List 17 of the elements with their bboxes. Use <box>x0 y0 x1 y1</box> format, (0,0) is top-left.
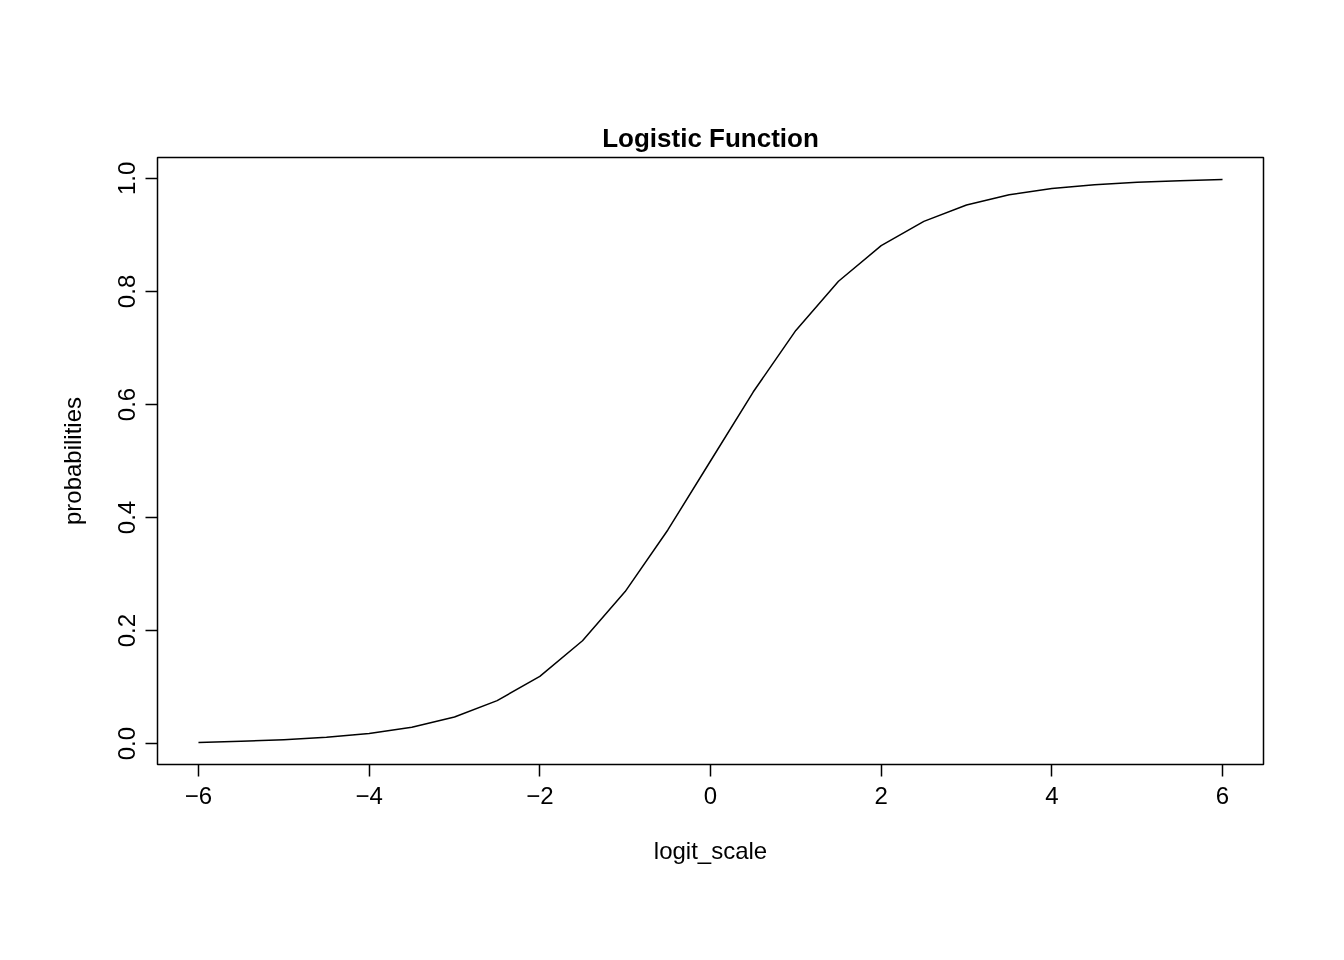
y-tick-label: 0.8 <box>113 274 141 309</box>
x-tick-label: 6 <box>1215 781 1230 809</box>
x-tick-label: −2 <box>526 781 554 809</box>
line-series <box>197 178 1224 744</box>
y-tick-label: 0.2 <box>113 613 141 648</box>
y-tick-label: 0.0 <box>113 726 141 761</box>
x-tick-label: 4 <box>1045 781 1059 809</box>
y-tick-label: 1.0 <box>113 161 141 196</box>
x-tick-label: −6 <box>184 781 213 809</box>
x-tick-label: −4 <box>355 781 383 809</box>
y-tick-label: 0.6 <box>113 387 141 422</box>
x-tick-label: 0 <box>703 781 718 809</box>
y-tick-label: 0.4 <box>113 500 141 535</box>
x-tick-label: 2 <box>874 781 888 809</box>
chart-title: Logistic Function <box>602 122 819 153</box>
y-axis-title: probabilities <box>58 396 86 526</box>
x-axis-title: logit_scale <box>653 836 768 864</box>
